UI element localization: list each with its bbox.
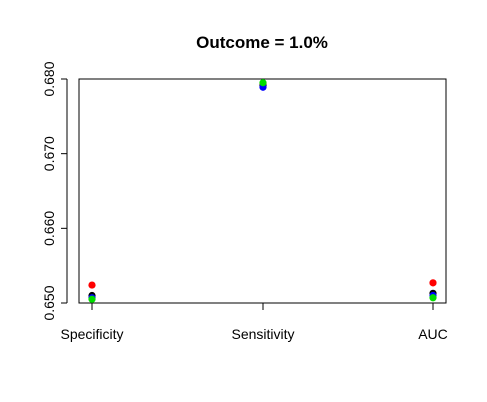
data-point (259, 79, 267, 87)
chart-title: Outcome = 1.0% (196, 33, 328, 52)
data-point (429, 294, 437, 302)
data-points (88, 79, 437, 303)
y-tick-label: 0.680 (41, 61, 57, 96)
data-point (88, 295, 96, 303)
x-tick-label: Specificity (60, 326, 123, 342)
y-tick-label: 0.660 (41, 211, 57, 246)
x-axis: Specificity Sensitivity AUC (60, 302, 448, 342)
plot-frame (78, 78, 447, 304)
data-point (429, 279, 437, 287)
y-axis: 0.650 0.660 0.670 0.680 (41, 61, 68, 321)
y-tick-label: 0.650 (41, 285, 57, 320)
y-tick-label: 0.670 (41, 136, 57, 171)
x-tick-label: Sensitivity (231, 326, 294, 342)
data-point (88, 281, 96, 289)
x-tick-label: AUC (418, 326, 448, 342)
